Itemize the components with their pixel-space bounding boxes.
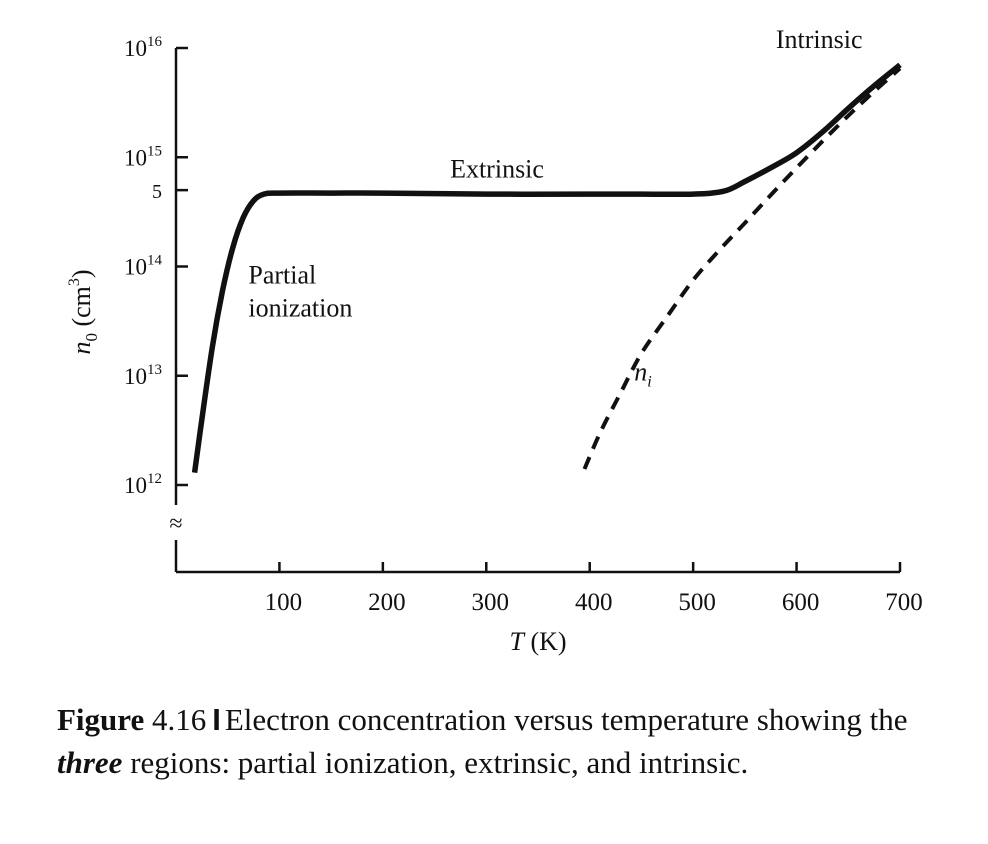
caption-number: 4.16 — [152, 702, 207, 737]
x-axis-unit: (K) — [524, 627, 567, 656]
annotation-label: Intrinsic — [776, 25, 863, 54]
y-tick-base: 10 — [124, 145, 147, 170]
y-axis-label: n0 (cm3) — [66, 269, 101, 354]
y-tick-exponent: 12 — [147, 471, 162, 487]
y-tick-exponent: 14 — [147, 253, 163, 269]
y-tick-label: 1012 — [124, 471, 162, 498]
y-axis-close-paren: ) — [67, 269, 96, 278]
x-tick-label: 300 — [472, 589, 510, 616]
y-tick-base: 10 — [124, 255, 147, 280]
y-tick-label: 1015 — [124, 143, 162, 170]
x-tick-label: 700 — [885, 589, 923, 616]
x-tick-label: 400 — [575, 589, 613, 616]
x-tick-label: 500 — [678, 589, 716, 616]
caption-text-2: regions: partial ionization, extrinsic, … — [122, 745, 749, 780]
y-tick-base: 10 — [124, 36, 147, 61]
y-tick-base: 10 — [124, 473, 147, 498]
x-tick-label: 200 — [368, 589, 406, 616]
figure-caption: Figure 4.16 I Electron concentration versu… — [57, 698, 957, 784]
y-tick-exponent: 13 — [147, 362, 162, 378]
x-axis-label: T (K) — [509, 627, 566, 656]
y-tick-label: 1013 — [124, 362, 162, 389]
annotation-label: Extrinsic — [450, 155, 544, 184]
y-tick-label: 1014 — [124, 253, 163, 280]
x-tick-label: 100 — [265, 589, 303, 616]
y-minor-tick-label: 5 — [152, 181, 162, 203]
labels-layer: Partial ionization Extrinsic Intrinsic ni — [248, 25, 862, 391]
caption-separator: I — [212, 702, 221, 737]
x-axis-variable: T — [509, 627, 525, 656]
y-axis-exponent: 3 — [66, 278, 83, 286]
series-layer — [191, 62, 902, 473]
y-axis-variable: n — [67, 342, 96, 355]
x-tick-label: 600 — [782, 589, 820, 616]
series-n0-solid-line — [191, 62, 902, 473]
y-tick-base: 10 — [124, 364, 147, 389]
y-axis-unit: (cm — [67, 286, 96, 333]
ni-label-subscript: i — [647, 374, 651, 391]
ni-label-variable: n — [634, 358, 647, 387]
series-ni-dashed-line — [582, 66, 902, 470]
annotation-label: ni — [634, 358, 651, 391]
caption-label: Figure — [57, 702, 145, 737]
axis-break-symbol: ≈ — [169, 511, 182, 537]
y-axis-subscript: 0 — [82, 333, 101, 342]
y-tick-label: 1016 — [124, 34, 163, 61]
caption-text-1: Electron concentration versus temperatur… — [224, 702, 908, 737]
y-tick-exponent: 16 — [147, 34, 163, 50]
y-tick-exponent: 15 — [147, 143, 162, 159]
caption-emphasis: three — [57, 745, 123, 780]
annotation-label: Partial — [248, 260, 316, 289]
annotation-label: ionization — [248, 293, 352, 322]
